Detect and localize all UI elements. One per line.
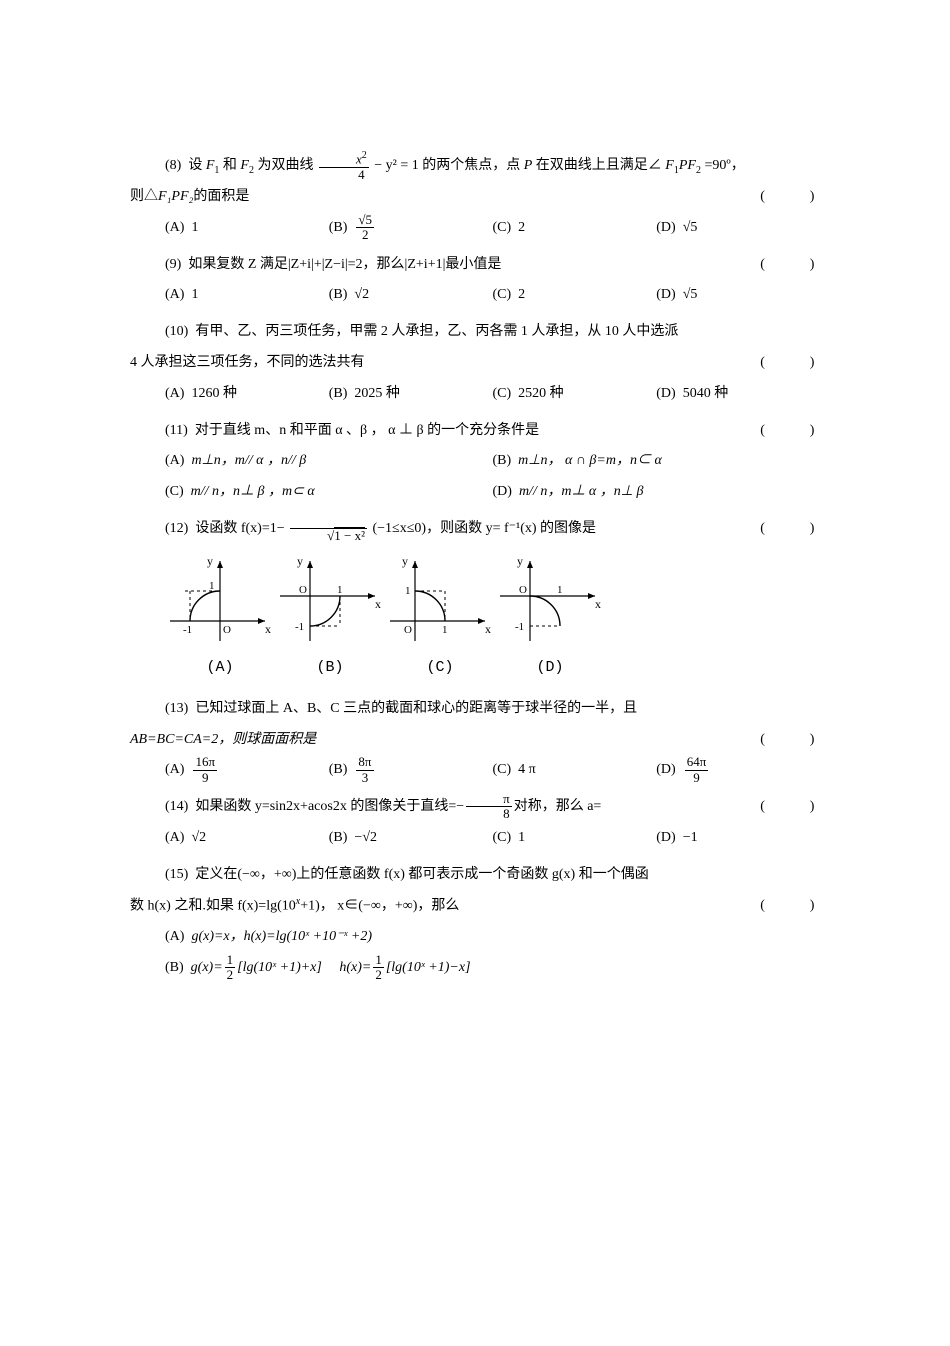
svg-text:y: y	[297, 554, 303, 568]
answer-blank: ( )	[760, 348, 820, 379]
q8-line2: 则△F₁PF₂的面积是 ( )	[130, 182, 820, 213]
graph-b-svg: x y O -1 1	[275, 551, 385, 651]
q9-opt-a: (A) 1	[165, 280, 329, 311]
q14-opt-b: (B) −√2	[329, 823, 493, 854]
q12-graph-d: x y O -1 1 (D)	[495, 551, 605, 684]
question-15: (15) 定义在(−∞，+∞)上的任意函数 f(x) 都可表示成一个奇函数 g(…	[130, 860, 820, 984]
svg-text:y: y	[207, 554, 213, 568]
svg-text:y: y	[402, 554, 408, 568]
svg-text:1: 1	[405, 585, 411, 597]
q8-opt-c: (C) 2	[493, 213, 657, 244]
question-13: (13) 已知过球面上 A、B、C 三点的截面和球心的距离等于球半径的一半，且 …	[130, 694, 820, 786]
answer-blank: ( )	[725, 792, 820, 823]
q10-opt-d: (D) 5040 种	[656, 379, 820, 410]
q12-graph-b: x y O -1 1 (B)	[275, 551, 385, 684]
q14-opt-c: (C) 1	[493, 823, 657, 854]
q8-opt-b: (B) √52	[329, 213, 493, 244]
q12-sqrt-frac: √1 − x²	[288, 514, 369, 544]
svg-text:x: x	[265, 622, 271, 636]
question-9: (9) 如果复数 Z 满足|Z+i|+|Z−i|=2，那么|Z+i+1|最小值是…	[130, 250, 820, 312]
q13-opt-c: (C) 4 π	[493, 755, 657, 786]
q12-graph-a: x y O 1 -1 (A)	[165, 551, 275, 684]
answer-blank: ( )	[760, 891, 820, 922]
svg-text:x: x	[375, 597, 381, 611]
question-8: (8) 设 F1 和 F2 为双曲线 x24 − y² = 1 的两个焦点，点 …	[130, 150, 820, 244]
q8-opt-a: (A) 1	[165, 213, 329, 244]
q10-opt-c: (C) 2520 种	[493, 379, 657, 410]
svg-text:1: 1	[337, 584, 343, 596]
q12-number: (12)	[165, 521, 188, 536]
q14-number: (14)	[165, 799, 188, 814]
q14-opt-a: (A) √2	[165, 823, 329, 854]
svg-text:O: O	[519, 584, 527, 596]
q15-opt-a: (A) g(x)=x，h(x)=lg(10ˣ +10⁻ˣ +2)	[165, 922, 820, 953]
q13-number: (13)	[165, 701, 188, 716]
svg-text:y: y	[517, 554, 523, 568]
q10-number: (10)	[165, 324, 188, 339]
svg-text:O: O	[404, 624, 412, 636]
q11-opt-b: (B) m⊥n， α ∩ β=m，n⊂ α	[493, 446, 821, 477]
answer-blank: ( )	[725, 250, 820, 281]
q13-opt-d: (D) 64π9	[656, 755, 820, 786]
q8-line1: (8) 设 F1 和 F2 为双曲线 x24 − y² = 1 的两个焦点，点 …	[130, 150, 820, 182]
svg-text:O: O	[299, 584, 307, 596]
q11-opt-c: (C) m// n，n⊥ β ，m⊂ α	[165, 477, 493, 508]
q9-opt-b: (B) √2	[329, 280, 493, 311]
answer-blank: ( )	[760, 182, 820, 213]
q11-number: (11)	[165, 423, 188, 438]
q14-opt-d: (D) −1	[656, 823, 820, 854]
q8-number: (8)	[165, 158, 181, 173]
svg-text:-1: -1	[295, 621, 304, 633]
answer-blank: ( )	[725, 514, 820, 545]
svg-text:x: x	[595, 597, 601, 611]
q12-graph-c: x y O 1 1 (C)	[385, 551, 495, 684]
question-14: (14) 如果函数 y=sin2x+acos2x 的图像关于直线=−π8对称，那…	[130, 792, 820, 854]
question-11: (11) 对于直线 m、n 和平面 α 、β ， α ⊥ β 的一个充分条件是 …	[130, 416, 820, 508]
q8-options: (A) 1 (B) √52 (C) 2 (D) √5	[130, 213, 820, 244]
q15-options: (A) g(x)=x，h(x)=lg(10ˣ +10⁻ˣ +2) (B) g(x…	[130, 922, 820, 984]
q12-graphs: x y O 1 -1 (A) x	[130, 551, 820, 684]
svg-text:-1: -1	[183, 624, 192, 636]
q14-options: (A) √2 (B) −√2 (C) 1 (D) −1	[130, 823, 820, 854]
q11-opt-a: (A) m⊥n，m// α ，n// β	[165, 446, 493, 477]
q10-opt-a: (A) 1260 种	[165, 379, 329, 410]
q9-options: (A) 1 (B) √2 (C) 2 (D) √5	[130, 280, 820, 311]
svg-text:x: x	[485, 622, 491, 636]
q11-options: (A) m⊥n，m// α ，n// β (B) m⊥n， α ∩ β=m，n⊂…	[130, 446, 820, 508]
q15-opt-b: (B) g(x)=12[lg(10ˣ +1)+x] h(x)=12[lg(10ˣ…	[165, 953, 820, 984]
answer-blank: ( )	[725, 416, 820, 447]
q8-opt-d: (D) √5	[656, 213, 820, 244]
q9-number: (9)	[165, 257, 181, 272]
graph-c-svg: x y O 1 1	[385, 551, 495, 651]
answer-blank: ( )	[760, 725, 820, 756]
q10-opt-b: (B) 2025 种	[329, 379, 493, 410]
svg-text:-1: -1	[515, 621, 524, 633]
q10-options: (A) 1260 种 (B) 2025 种 (C) 2520 种 (D) 504…	[130, 379, 820, 410]
svg-text:O: O	[223, 624, 231, 636]
svg-text:1: 1	[442, 624, 448, 636]
svg-text:1: 1	[557, 584, 563, 596]
question-10: (10) 有甲、乙、丙三项任务，甲需 2 人承担，乙、丙各需 1 人承担，从 1…	[130, 317, 820, 409]
q8-fraction: x24	[317, 150, 371, 182]
q13-opt-a: (A) 16π9	[165, 755, 329, 786]
svg-text:1: 1	[209, 580, 215, 592]
q9-opt-d: (D) √5	[656, 280, 820, 311]
q15-number: (15)	[165, 867, 188, 882]
question-12: (12) 设函数 f(x)=1− √1 − x² (−1≤x≤0)，则函数 y=…	[130, 514, 820, 684]
graph-d-svg: x y O -1 1	[495, 551, 605, 651]
q13-options: (A) 16π9 (B) 8π3 (C) 4 π (D) 64π9	[130, 755, 820, 786]
q11-opt-d: (D) m// n，m⊥ α ，n⊥ β	[493, 477, 821, 508]
graph-a-svg: x y O 1 -1	[165, 551, 275, 651]
q13-opt-b: (B) 8π3	[329, 755, 493, 786]
exam-page: (8) 设 F1 和 F2 为双曲线 x24 − y² = 1 的两个焦点，点 …	[0, 0, 950, 1050]
q9-opt-c: (C) 2	[493, 280, 657, 311]
